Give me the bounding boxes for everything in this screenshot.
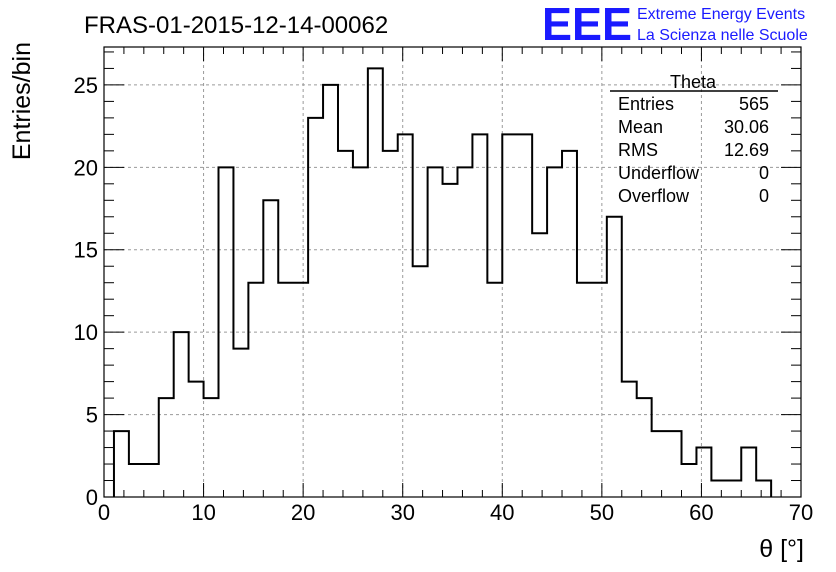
y-tick-label: 0 [86, 485, 98, 510]
axis-ticks [103, 47, 802, 498]
histogram-bar [756, 481, 771, 497]
eee-logo: EEE Extreme Energy Events La Scienza nel… [542, 0, 808, 50]
histogram-bar [487, 283, 502, 497]
histogram-bar [711, 481, 726, 497]
y-tick-label: 20 [74, 155, 98, 180]
histogram-bar [413, 266, 428, 497]
histogram-bar [368, 68, 383, 497]
eee-logo-line2: La Scienza nelle Scuole [637, 27, 808, 44]
histogram-bar [517, 134, 532, 497]
stats-row-label: RMS [618, 140, 658, 160]
x-tick-label: 30 [390, 500, 414, 525]
eee-logo-line1: Extreme Energy Events [637, 6, 805, 23]
histogram-bar [472, 134, 487, 497]
histogram-bar [741, 448, 756, 497]
histogram-bar [562, 151, 577, 497]
histogram-bar [607, 217, 622, 497]
plot-frame [103, 46, 802, 498]
histogram-bar [696, 448, 711, 497]
y-tick-label: 25 [74, 73, 98, 98]
histogram-bar [174, 332, 189, 497]
stats-row-label: Mean [618, 117, 663, 137]
histogram-bar [114, 431, 129, 497]
stats-row-label: Entries [618, 94, 674, 114]
histogram-bar [204, 398, 219, 497]
y-axis-label: Entries/bin [8, 42, 36, 160]
histogram-bar [726, 481, 741, 497]
stats-row-value: 565 [739, 94, 769, 114]
eee-logo-mark: EEE [542, 0, 632, 50]
histogram-bar [652, 431, 667, 497]
histogram-bar [189, 382, 204, 497]
histogram-bar [248, 283, 263, 497]
histogram-bar [129, 464, 144, 497]
histogram-bar [637, 398, 652, 497]
stats-row-value: 30.06 [724, 117, 769, 137]
x-axis-label: θ [°] [759, 535, 804, 563]
histogram-bar [159, 398, 174, 497]
histogram-bar [502, 134, 517, 497]
stats-box: Theta Entries 565 Mean 30.06 RMS 12.69 Underfl… [610, 72, 778, 206]
x-tick-label: 60 [689, 500, 713, 525]
histogram-bar [383, 151, 398, 497]
histogram-bar [622, 382, 637, 497]
histogram-bar [667, 431, 682, 497]
histogram-bar [323, 85, 338, 497]
x-tick-label: 50 [590, 500, 614, 525]
stats-row-value: 0 [759, 186, 769, 206]
stats-row-value: 12.69 [724, 140, 769, 160]
y-tick-label: 15 [74, 238, 98, 263]
histogram-bar [263, 200, 278, 497]
x-tick-label: 70 [789, 500, 813, 525]
x-tick-label: 0 [98, 500, 110, 525]
y-tick-label: 5 [86, 403, 98, 428]
histogram-bar [682, 464, 697, 497]
x-tick-label: 40 [490, 500, 514, 525]
histogram-bar [338, 151, 353, 497]
histogram-bar [398, 134, 413, 497]
tick-labels: 0 10 20 30 40 50 60 70 0 5 10 15 20 25 [74, 73, 814, 525]
stats-box-title: Theta [670, 72, 717, 92]
histogram-bar [293, 283, 308, 497]
stats-row-value: 0 [759, 163, 769, 183]
histogram-bar [144, 464, 159, 497]
stats-row-label: Underflow [618, 163, 700, 183]
histogram-bar [577, 283, 592, 497]
x-tick-label: 20 [291, 500, 315, 525]
histogram-bar [443, 184, 458, 497]
y-tick-label: 10 [74, 320, 98, 345]
stats-row-label: Overflow [618, 186, 690, 206]
histogram-bar [308, 118, 323, 497]
histogram-bar [592, 283, 607, 497]
histogram-outline [112, 67, 773, 497]
histogram-bars [112, 67, 773, 497]
histogram-bar [278, 283, 293, 497]
grid-lines [104, 47, 801, 497]
x-tick-label: 10 [191, 500, 215, 525]
chart-title: FRAS-01-2015-12-14-00062 [84, 12, 388, 39]
histogram-bar [532, 233, 547, 497]
histogram-bar [233, 349, 248, 497]
histogram-bar [353, 167, 368, 497]
